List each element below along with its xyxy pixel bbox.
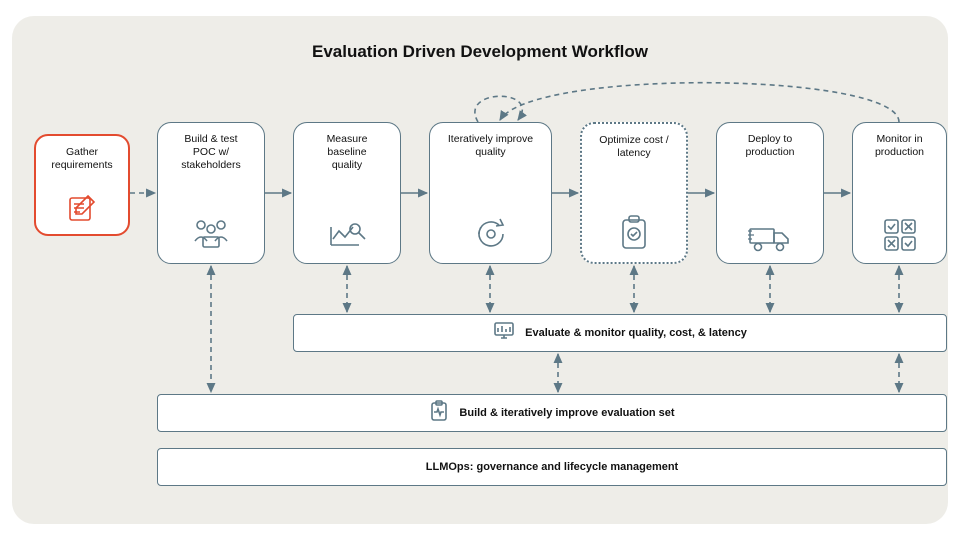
bar-evaluate-monitor: Evaluate & monitor quality, cost, & late… <box>293 314 947 352</box>
node-iterate-quality: Iteratively improvequality <box>429 122 552 264</box>
node-monitor: Monitor inproduction <box>852 122 947 264</box>
bar-llmops: LLMOps: governance and lifecycle managem… <box>157 448 947 486</box>
clipboard-check-icon <box>588 212 680 254</box>
node-label: Gatherrequirements <box>49 146 114 172</box>
bar-label: LLMOps: governance and lifecycle managem… <box>426 461 678 473</box>
diagram-canvas: Evaluation Driven Development Workflow G… <box>12 16 948 524</box>
node-label: Measurebaselinequality <box>325 133 370 172</box>
bar-eval-set: Build & iteratively improve evaluation s… <box>157 394 947 432</box>
node-measure-baseline: Measurebaselinequality <box>293 122 401 264</box>
pencil-note-icon <box>42 190 122 226</box>
node-label: Deploy toproduction <box>743 133 796 159</box>
clipboard-pulse-icon <box>429 400 449 427</box>
refresh-cycle-icon <box>436 213 545 255</box>
bar-label: Evaluate & monitor quality, cost, & late… <box>525 327 747 339</box>
diagram-title: Evaluation Driven Development Workflow <box>12 42 948 62</box>
bar-label: Build & iteratively improve evaluation s… <box>459 407 674 419</box>
grid-check-icon <box>859 215 940 255</box>
node-label: Monitor inproduction <box>873 133 926 159</box>
node-label: Iteratively improvequality <box>446 133 535 159</box>
node-optimize: Optimize cost /latency <box>580 122 688 264</box>
chart-magnify-icon <box>300 215 394 255</box>
node-build-poc: Build & testPOC w/stakeholders <box>157 122 265 264</box>
node-deploy: Deploy toproduction <box>716 122 824 264</box>
node-label: Build & testPOC w/stakeholders <box>179 133 243 172</box>
monitor-icon <box>493 320 515 347</box>
truck-icon <box>723 219 817 255</box>
node-gather: Gatherrequirements <box>34 134 130 236</box>
node-label: Optimize cost /latency <box>597 134 670 160</box>
stakeholders-icon <box>164 215 258 255</box>
